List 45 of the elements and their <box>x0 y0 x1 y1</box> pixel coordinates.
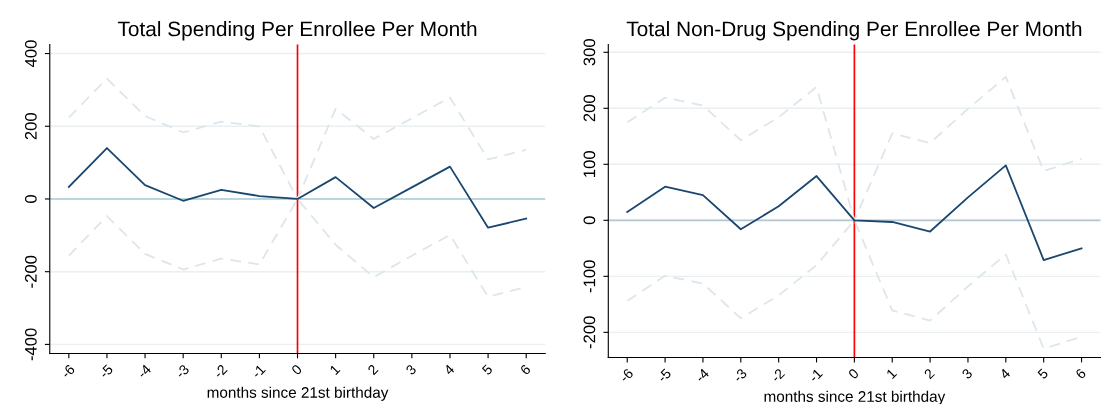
x-tick-label: 5 <box>1037 368 1049 380</box>
y-tick-label: 400 <box>24 40 37 68</box>
line-series <box>67 147 528 229</box>
y-tick-label: 0 <box>583 216 596 225</box>
y-tick-label: -200 <box>583 316 596 349</box>
y-tick-label: 0 <box>24 194 37 203</box>
x-tick-label: -5 <box>98 363 114 379</box>
chart-title: Total Non-Drug Spending Per Enrollee Per Month <box>626 21 1082 41</box>
x-tick-label: -6 <box>60 363 76 379</box>
x-axis-title: months since 21st birthday <box>764 390 946 404</box>
y-tick-label: 100 <box>583 151 596 177</box>
x-tick-label: 4 <box>999 367 1011 380</box>
y-tick-label: 200 <box>24 113 37 140</box>
x-axis-title: months since 21st birthday <box>207 386 389 401</box>
y-tick-label: 300 <box>583 39 596 66</box>
x-tick-label: -5 <box>656 368 672 383</box>
x-tick-label: 6 <box>1074 367 1087 380</box>
x-tick-label: 2 <box>367 363 379 376</box>
y-tick-label: -400 <box>24 328 37 361</box>
x-tick-label: 5 <box>481 363 494 376</box>
x-tick-label: 4 <box>443 363 455 376</box>
x-tick-label: -2 <box>213 363 228 379</box>
x-tick-label: -2 <box>770 368 786 383</box>
y-tick-label: -200 <box>24 255 37 288</box>
x-tick-label: 3 <box>961 367 973 380</box>
x-tick-label: -1 <box>251 364 266 379</box>
y-tick-label: 200 <box>583 95 596 122</box>
x-tick-label: 1 <box>886 368 898 380</box>
line-series <box>626 164 1083 261</box>
x-tick-label: -1 <box>808 368 823 383</box>
line-series <box>626 76 1083 222</box>
x-tick-label: 2 <box>923 368 935 380</box>
x-tick-label: 3 <box>405 363 417 376</box>
line-series <box>67 77 528 200</box>
x-tick-label: -3 <box>174 363 190 379</box>
x-tick-label: -6 <box>618 367 634 383</box>
x-tick-label: -4 <box>694 367 710 383</box>
x-tick-label: 1 <box>329 364 341 376</box>
y-tick-label: -100 <box>583 260 596 293</box>
chart-title: Total Spending Per Enrollee Per Month <box>117 21 477 41</box>
x-tick-label: -3 <box>732 367 748 383</box>
x-tick-label: 0 <box>847 367 860 380</box>
x-tick-label: 6 <box>519 363 532 376</box>
x-tick-label: 0 <box>290 363 303 376</box>
x-tick-label: -4 <box>136 363 152 379</box>
